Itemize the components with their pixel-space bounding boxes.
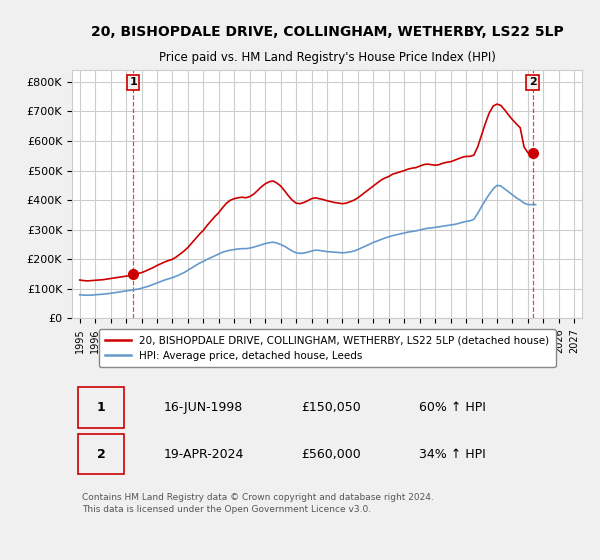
Text: £560,000: £560,000	[302, 448, 361, 461]
Legend: 20, BISHOPDALE DRIVE, COLLINGHAM, WETHERBY, LS22 5LP (detached house), HPI: Aver: 20, BISHOPDALE DRIVE, COLLINGHAM, WETHER…	[98, 329, 556, 367]
FancyBboxPatch shape	[78, 387, 124, 428]
Text: 1: 1	[97, 401, 106, 414]
Text: 1: 1	[130, 77, 137, 87]
Text: 60% ↑ HPI: 60% ↑ HPI	[419, 401, 485, 414]
Text: 2: 2	[529, 77, 536, 87]
Text: Price paid vs. HM Land Registry's House Price Index (HPI): Price paid vs. HM Land Registry's House …	[158, 52, 496, 64]
Text: 16-JUN-1998: 16-JUN-1998	[164, 401, 243, 414]
Text: 20, BISHOPDALE DRIVE, COLLINGHAM, WETHERBY, LS22 5LP: 20, BISHOPDALE DRIVE, COLLINGHAM, WETHER…	[91, 25, 563, 39]
FancyBboxPatch shape	[78, 434, 124, 474]
Text: 2: 2	[97, 448, 106, 461]
Text: £150,050: £150,050	[302, 401, 361, 414]
Text: 34% ↑ HPI: 34% ↑ HPI	[419, 448, 485, 461]
Text: 19-APR-2024: 19-APR-2024	[164, 448, 244, 461]
Text: Contains HM Land Registry data © Crown copyright and database right 2024.
This d: Contains HM Land Registry data © Crown c…	[82, 493, 434, 515]
